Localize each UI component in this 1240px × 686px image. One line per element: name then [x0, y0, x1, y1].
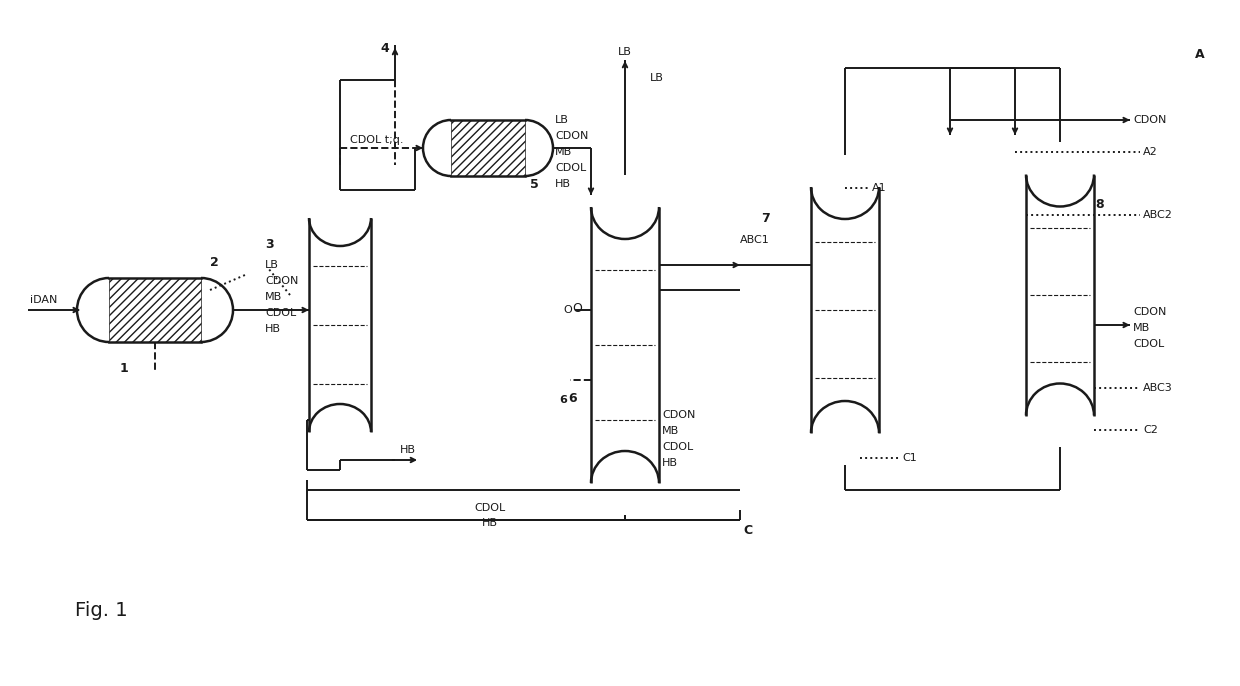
Bar [451, 120, 525, 176]
Text: A1: A1 [872, 183, 887, 193]
Text: LB: LB [265, 260, 279, 270]
Text: LB: LB [618, 47, 632, 57]
Text: O: O [572, 302, 582, 314]
Text: CDOL: CDOL [556, 163, 587, 173]
Text: C: C [744, 523, 753, 536]
Text: CDOL: CDOL [662, 442, 693, 452]
Text: CDON: CDON [1133, 307, 1167, 317]
Text: LB: LB [556, 115, 569, 125]
Text: HB: HB [556, 179, 570, 189]
Text: CDON: CDON [662, 410, 696, 420]
Text: 7: 7 [761, 211, 770, 224]
Bar [109, 278, 201, 342]
Text: O: O [563, 305, 572, 315]
Bar [109, 278, 201, 342]
Text: ABC1: ABC1 [740, 235, 770, 245]
Text: 4: 4 [381, 41, 389, 54]
Text: 5: 5 [529, 178, 538, 191]
Text: LB: LB [650, 73, 663, 83]
Text: A: A [1195, 49, 1204, 62]
Text: iDAN: iDAN [30, 295, 57, 305]
Text: A2: A2 [1143, 147, 1158, 157]
Text: 1: 1 [120, 362, 129, 375]
Text: MB: MB [265, 292, 283, 302]
Text: 6: 6 [568, 392, 577, 405]
Text: HB: HB [401, 445, 415, 455]
Text: 3: 3 [265, 239, 274, 252]
Text: CDOL t;q.: CDOL t;q. [350, 135, 403, 145]
Text: CDON: CDON [1133, 115, 1167, 125]
Text: ABC3: ABC3 [1143, 383, 1173, 393]
Text: MB: MB [1133, 323, 1151, 333]
Text: HB: HB [662, 458, 678, 468]
Text: C2: C2 [1143, 425, 1158, 435]
Text: 2: 2 [210, 255, 218, 268]
Text: CDOL: CDOL [265, 308, 296, 318]
Bar [451, 120, 525, 176]
Text: CDON: CDON [556, 131, 588, 141]
Text: 8: 8 [1095, 198, 1104, 211]
Text: MB: MB [556, 147, 572, 157]
Text: C1: C1 [901, 453, 916, 463]
Text: MB: MB [662, 426, 680, 436]
Text: CDON: CDON [265, 276, 299, 286]
Text: HB: HB [482, 518, 498, 528]
Text: CDOL: CDOL [1133, 339, 1164, 349]
Text: 6: 6 [559, 395, 567, 405]
Text: HB: HB [265, 324, 281, 334]
Text: CDOL: CDOL [475, 503, 506, 513]
Text: Fig. 1: Fig. 1 [74, 600, 128, 619]
Text: ABC2: ABC2 [1143, 210, 1173, 220]
